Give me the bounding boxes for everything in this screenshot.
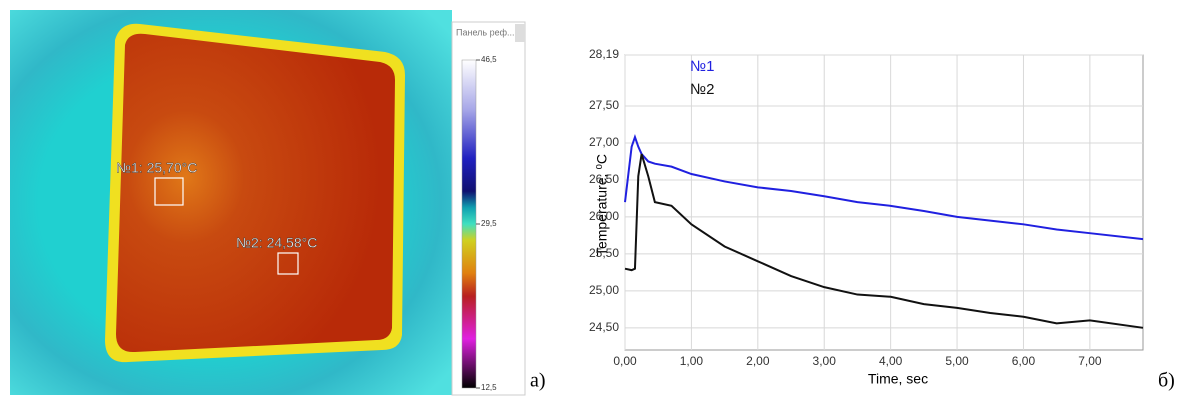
colorbar-tick-label: 29,5 [481, 219, 497, 228]
thermal-image: №1: 25,70°C №2: 24,58°C [10, 10, 452, 395]
x-tick-label: 1,00 [680, 354, 704, 368]
y-tick-label: 26,00 [589, 209, 619, 223]
series-line [624, 134, 1144, 241]
colorbar [461, 59, 477, 389]
y-tick-label: 24,50 [589, 320, 619, 334]
y-tick-label: 27,50 [589, 98, 619, 112]
y-tick-label: 27,00 [589, 135, 619, 149]
palette-panel: Панель реф... [451, 21, 526, 396]
y-tick-label: 25,00 [589, 283, 619, 297]
caption: а) [530, 370, 546, 392]
panel-tab [515, 24, 525, 42]
y-axis-label: Temperature, ⁰C [594, 154, 610, 256]
x-tick-label: 0,00 [613, 354, 637, 368]
spot-label: №2: 24,58°C [236, 235, 317, 251]
y-tick-label: 26,50 [589, 172, 619, 186]
spot-label: №1: 25,70°C [116, 160, 197, 176]
y-tick-label: 28,19 [589, 47, 619, 61]
x-tick-label: 2,00 [746, 354, 770, 368]
panel-title: Панель реф... [456, 27, 515, 37]
colorbar-tick-label: 46,5 [481, 55, 497, 64]
x-tick-label: 6,00 [1012, 354, 1036, 368]
plot-area [624, 54, 1144, 351]
series-line [624, 153, 1144, 329]
spot-box [154, 177, 184, 206]
colorbar-tick-label: 12,5 [481, 383, 497, 392]
spot-box [277, 252, 299, 275]
x-axis-label: Time, sec [868, 371, 928, 387]
caption: б) [1158, 370, 1175, 392]
legend-entry: №2 [690, 81, 714, 98]
warm-object [116, 33, 395, 353]
legend-entry: №1 [690, 58, 714, 75]
x-tick-label: 4,00 [879, 354, 903, 368]
y-tick-label: 25,50 [589, 246, 619, 260]
x-tick-label: 7,00 [1078, 354, 1102, 368]
x-tick-label: 5,00 [945, 354, 969, 368]
x-tick-label: 3,00 [813, 354, 837, 368]
